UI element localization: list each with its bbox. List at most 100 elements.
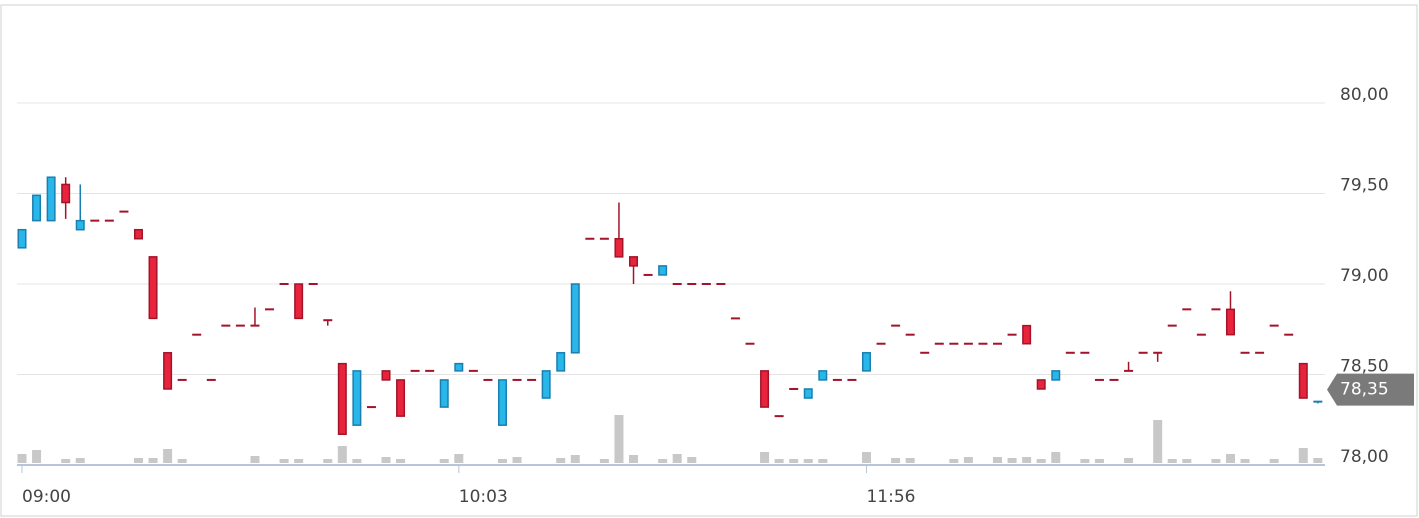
candle-body (643, 273, 653, 276)
candle-body (1094, 378, 1104, 381)
candle-body (483, 378, 493, 381)
candle-body (439, 379, 449, 408)
candle-body (556, 352, 566, 372)
candle-body (876, 342, 886, 345)
candle-body (963, 342, 973, 345)
volume-bar (1313, 458, 1323, 463)
candle-body (1153, 351, 1163, 354)
volume-bar (439, 459, 449, 463)
volume-bar (337, 446, 347, 463)
volume-bar (61, 459, 71, 463)
candle-body (235, 324, 245, 327)
volume-bar (963, 457, 973, 463)
volume-bar (1240, 459, 1250, 463)
volume-bar (1080, 459, 1090, 463)
candle-body (789, 387, 799, 390)
candle-body (541, 370, 551, 399)
candle-body (1065, 351, 1075, 354)
candle-body (774, 415, 784, 418)
candle-body (206, 378, 216, 381)
candle-body (716, 283, 726, 285)
candle-body (905, 333, 915, 336)
candle-body (818, 370, 828, 381)
candle-body (497, 379, 507, 426)
y-tick-label: 79,00 (1340, 266, 1389, 286)
y-tick-label: 80,00 (1340, 85, 1389, 105)
candle-body (425, 369, 435, 372)
volume-bar (497, 459, 507, 463)
volume-bar (629, 455, 639, 463)
volume-bar (454, 454, 464, 463)
candle-body (381, 370, 391, 381)
volume-bar (1007, 458, 1017, 463)
volume-bar (570, 455, 580, 463)
last-price-label: 78,35 (1340, 380, 1389, 400)
volume-bar (891, 458, 901, 463)
volume-bar (1167, 459, 1177, 463)
candle-body (1124, 369, 1134, 372)
candle-body (745, 342, 755, 345)
candle-body (512, 378, 522, 381)
candle-body (1269, 324, 1279, 327)
volume-bar (818, 459, 828, 463)
volume-bar (512, 457, 522, 463)
candle-body (337, 362, 347, 435)
candle-body (949, 342, 959, 345)
volume-bar (774, 459, 784, 463)
volume-bar (789, 459, 799, 463)
candle-body (599, 237, 609, 240)
volume-bar (177, 459, 187, 463)
candle-body (396, 379, 406, 417)
candle-body (1051, 370, 1061, 381)
candle-body (614, 238, 624, 258)
candle-body (265, 308, 275, 311)
volume-bar (381, 457, 391, 463)
candle-body (250, 324, 260, 327)
candle-body (90, 219, 100, 222)
volume-bar (17, 454, 27, 463)
y-tick-label: 79,50 (1340, 176, 1389, 196)
candle-body (803, 388, 813, 399)
candle-body (192, 333, 202, 336)
candle-body (861, 352, 871, 372)
candle-body (687, 283, 697, 285)
volume-bar (1153, 420, 1163, 463)
volume-bar (396, 459, 406, 463)
candle-body (1255, 351, 1265, 354)
candle-body (61, 183, 71, 204)
candle-body (308, 283, 318, 285)
candle-body (832, 378, 842, 381)
candle-body (119, 210, 129, 213)
volume-bar (1298, 448, 1308, 463)
volume-bar (1225, 454, 1235, 463)
candle-body (323, 319, 333, 322)
candle-body (847, 378, 857, 381)
candle-body (468, 369, 478, 372)
candle-body (366, 406, 376, 409)
volume-bar (861, 452, 871, 463)
candle-body (410, 369, 420, 372)
candle-body (17, 228, 27, 249)
candle-body (163, 352, 173, 390)
candle-body (1167, 324, 1177, 327)
volume-bar (672, 454, 682, 463)
candle-body (279, 283, 289, 285)
candle-body (352, 370, 362, 426)
candle-body (570, 283, 580, 354)
candle-body (221, 324, 231, 327)
volume-bar (658, 459, 668, 463)
candle-body (585, 237, 595, 240)
candle-body (891, 324, 901, 327)
candle-body (1211, 308, 1221, 311)
volume-bar (1051, 452, 1061, 463)
y-tick-label: 78,00 (1340, 447, 1389, 467)
volume-bar (163, 449, 173, 463)
volume-bar (250, 456, 260, 463)
candle-body (934, 342, 944, 345)
candle-body (1036, 379, 1046, 390)
volume-bar (1022, 457, 1032, 463)
volume-bar (1094, 459, 1104, 463)
candle-body (730, 317, 740, 320)
volume-bar (1124, 458, 1134, 463)
candle-body (1007, 333, 1017, 336)
